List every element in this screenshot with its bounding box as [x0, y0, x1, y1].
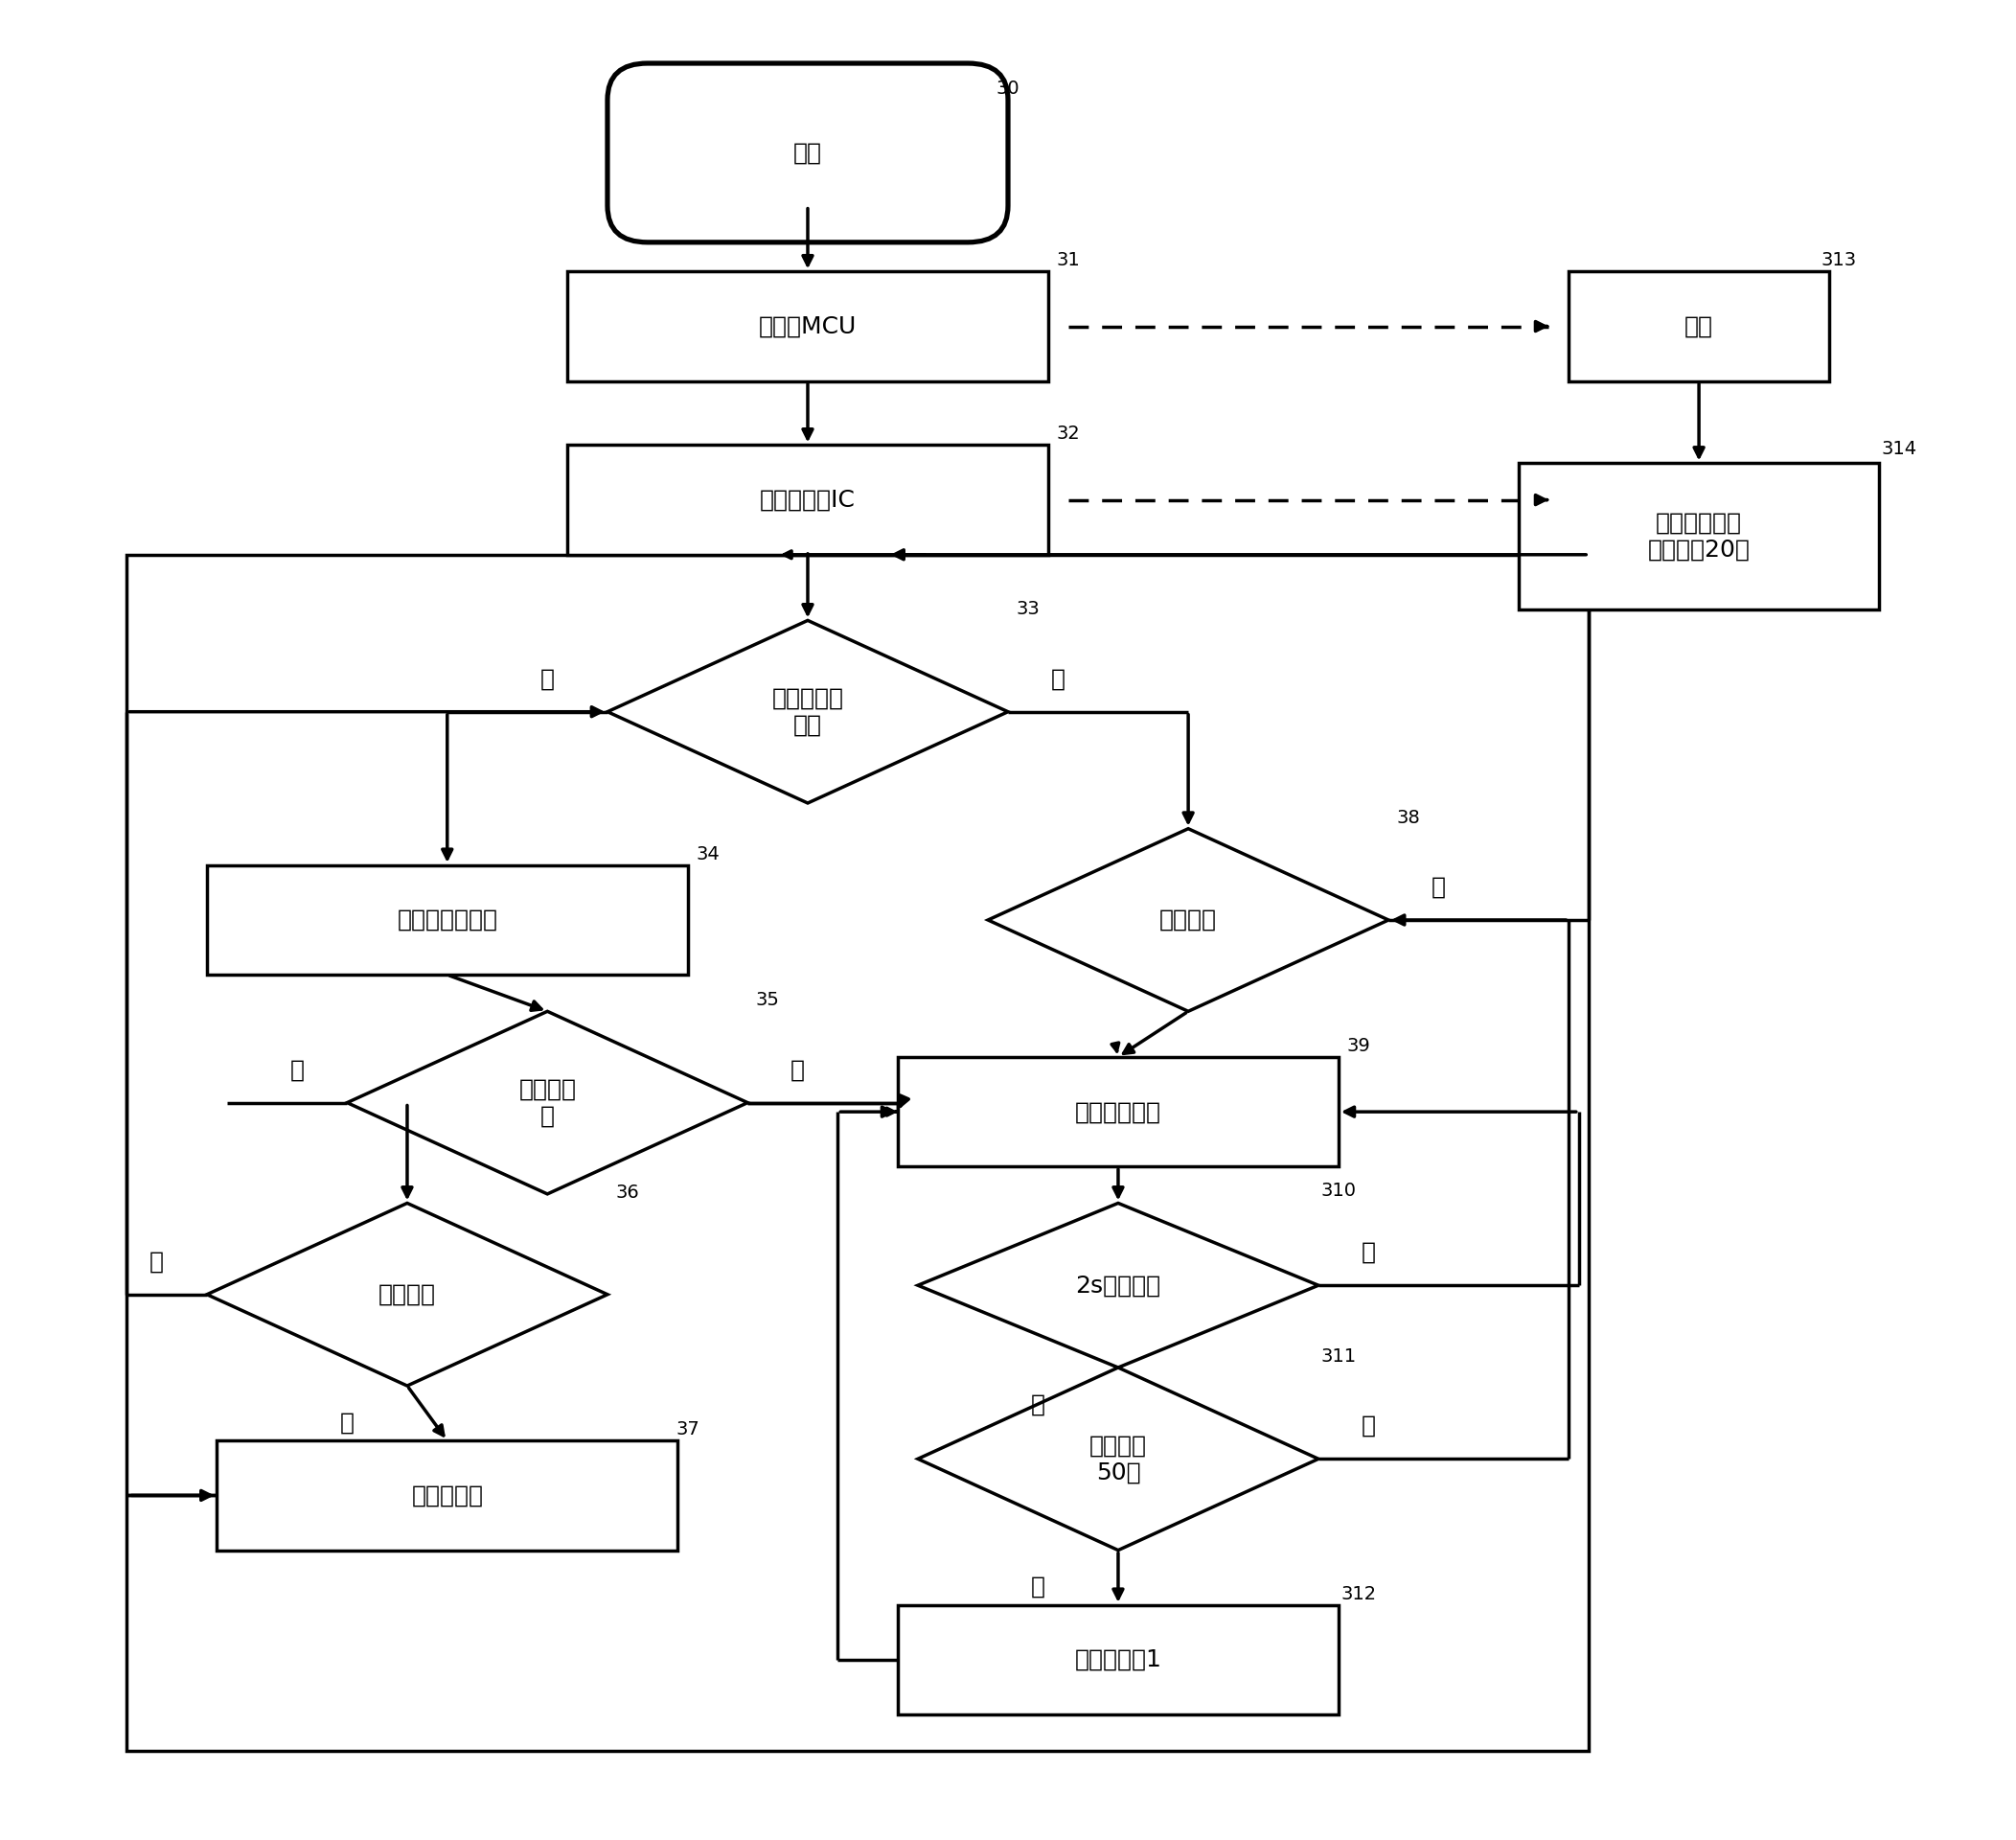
Bar: [1568, 272, 1829, 381]
Text: 是: 是: [540, 668, 554, 690]
Text: 自己数据
包: 自己数据 包: [518, 1078, 577, 1128]
Bar: [897, 1604, 1339, 1715]
Text: 是: 是: [149, 1249, 163, 1273]
Text: 35: 35: [756, 992, 780, 1010]
Text: 读取数据包地址: 读取数据包地址: [397, 909, 498, 931]
Text: 否: 否: [1431, 876, 1445, 898]
Text: 是: 是: [1361, 1240, 1375, 1264]
Text: 314: 314: [1881, 440, 1917, 458]
Bar: [897, 1056, 1339, 1167]
Text: 34: 34: [696, 845, 720, 863]
Bar: [566, 445, 1048, 554]
Polygon shape: [347, 1012, 748, 1194]
FancyBboxPatch shape: [607, 63, 1008, 243]
Text: 310: 310: [1320, 1181, 1357, 1200]
Text: 重复接收: 重复接收: [379, 1282, 435, 1306]
Text: 30: 30: [996, 79, 1020, 98]
Text: 否: 否: [341, 1411, 355, 1433]
Text: 312: 312: [1341, 1584, 1377, 1603]
Text: 33: 33: [1016, 600, 1040, 618]
Text: 313: 313: [1820, 252, 1857, 270]
Text: 2s内有回复: 2s内有回复: [1075, 1273, 1161, 1297]
Text: 否: 否: [1030, 1575, 1044, 1599]
Text: 36: 36: [615, 1183, 639, 1202]
Text: 发送电池电量
报警信号20次: 发送电池电量 报警信号20次: [1647, 512, 1750, 561]
Bar: [218, 1441, 677, 1551]
Text: 初始化MCU: 初始化MCU: [758, 315, 857, 339]
Text: 否: 否: [290, 1058, 304, 1082]
Polygon shape: [917, 1203, 1318, 1367]
Text: 接收到无线
数据: 接收到无线 数据: [772, 686, 843, 736]
Polygon shape: [988, 828, 1389, 1012]
Text: 311: 311: [1320, 1347, 1357, 1365]
Polygon shape: [917, 1367, 1318, 1551]
Text: 39: 39: [1347, 1038, 1371, 1054]
Text: 否: 否: [1030, 1393, 1044, 1415]
Bar: [208, 865, 687, 975]
Text: 发送报警信号: 发送报警信号: [1075, 1100, 1161, 1122]
Text: 中断: 中断: [1685, 315, 1714, 339]
Text: 开始: 开始: [794, 142, 823, 164]
Bar: [1518, 464, 1879, 609]
Text: 重发超过
50次: 重发超过 50次: [1089, 1433, 1147, 1483]
Bar: [127, 554, 1589, 1752]
Text: 电罆被盗: 电罆被盗: [1159, 909, 1218, 931]
Bar: [566, 272, 1048, 381]
Text: 初始化无线IC: 初始化无线IC: [760, 488, 855, 512]
Text: 发送次数加1: 发送次数加1: [1075, 1649, 1161, 1671]
Text: 是: 是: [790, 1058, 804, 1082]
Text: 转发数据包: 转发数据包: [411, 1483, 484, 1507]
Text: 38: 38: [1397, 808, 1421, 826]
Polygon shape: [607, 620, 1008, 802]
Text: 32: 32: [1056, 425, 1081, 443]
Text: 31: 31: [1056, 252, 1081, 270]
Text: 是: 是: [1361, 1415, 1375, 1437]
Polygon shape: [208, 1203, 607, 1386]
Text: 37: 37: [675, 1420, 700, 1439]
Text: 否: 否: [1050, 668, 1064, 690]
